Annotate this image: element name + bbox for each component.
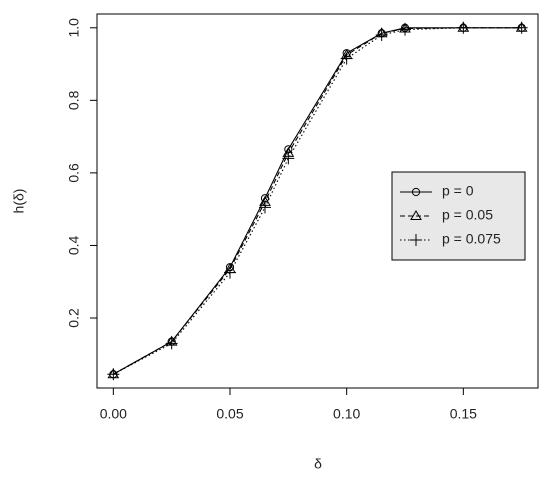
legend-label: p = 0.05	[442, 207, 493, 223]
data-point	[457, 21, 470, 34]
legend-marker	[411, 187, 421, 197]
data-point	[375, 29, 388, 42]
data-point	[399, 23, 411, 36]
data-point	[107, 368, 120, 381]
y-tick-label: 0.2	[66, 308, 82, 328]
y-tick-label: 0.6	[66, 163, 82, 183]
data-point	[165, 337, 178, 350]
x-tick-label: 0.15	[450, 406, 477, 422]
x-axis-label: δ	[314, 456, 322, 472]
legend-box	[391, 171, 526, 261]
x-tick-label: 0.00	[100, 406, 127, 422]
data-point	[282, 152, 295, 165]
y-axis-label: h(δ)	[11, 189, 27, 214]
legend-marker	[410, 234, 422, 246]
legend-marker	[410, 210, 422, 220]
legend-label: p = 0	[442, 183, 474, 199]
legend-label: p = 0.075	[442, 231, 501, 247]
x-tick-label: 0.10	[333, 406, 360, 422]
data-point	[515, 21, 528, 34]
y-tick-label: 0.8	[66, 90, 82, 110]
series-line	[113, 27, 522, 375]
y-tick-label: 1.0	[66, 18, 82, 38]
data-point	[340, 52, 353, 65]
x-tick-label: 0.05	[216, 406, 243, 422]
data-point	[259, 201, 271, 214]
plot-frame	[96, 13, 539, 389]
y-tick-label: 0.4	[66, 235, 82, 255]
data-point	[224, 266, 236, 279]
